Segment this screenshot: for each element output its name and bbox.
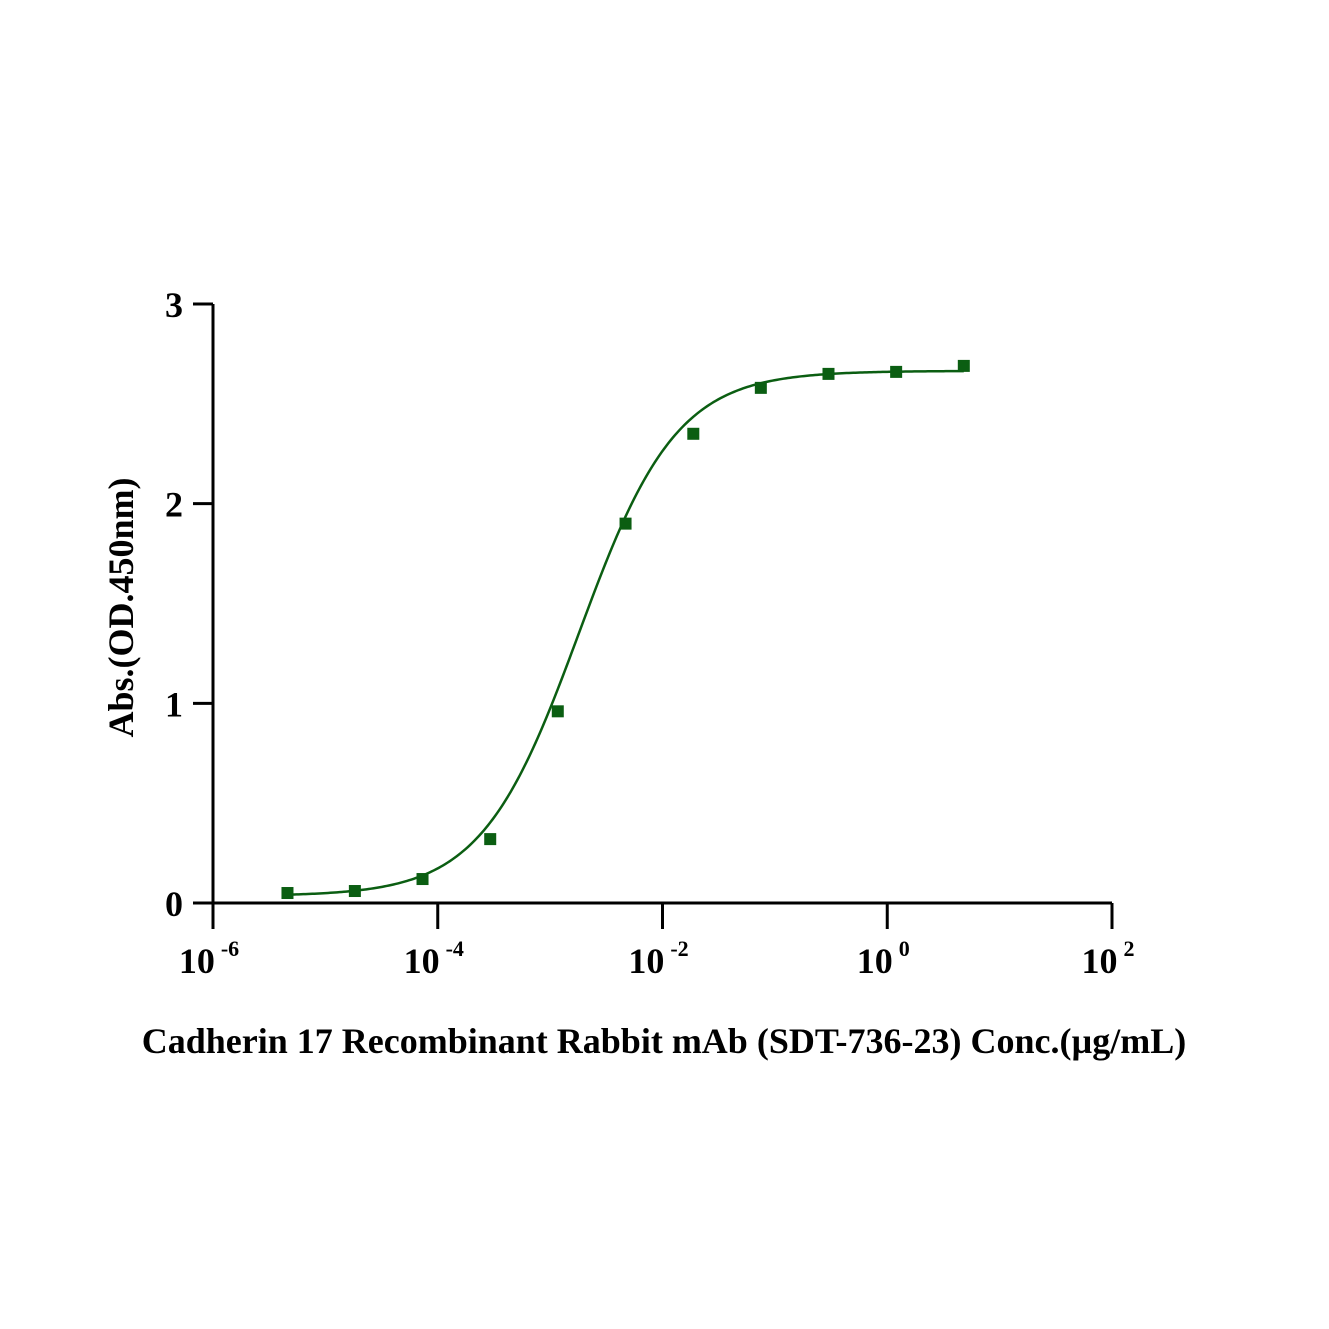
- data-point: [416, 873, 429, 886]
- x-tick-base: 10: [179, 941, 215, 981]
- y-tick-label: 3: [165, 285, 183, 325]
- data-point: [484, 833, 497, 846]
- x-tick-base: 10: [857, 941, 893, 981]
- x-tick-base: 10: [628, 941, 664, 981]
- data-point: [687, 427, 700, 440]
- data-point: [281, 887, 294, 900]
- x-tick-exponent: 0: [899, 936, 910, 961]
- y-tick-label: 2: [165, 485, 183, 525]
- y-tick-label: 0: [165, 884, 183, 924]
- data-point: [619, 517, 632, 530]
- x-tick-label: 10 2: [1082, 936, 1135, 981]
- x-tick-base: 10: [1082, 941, 1118, 981]
- x-tick-exponent: 2: [1124, 936, 1135, 961]
- x-tick-label: 10 0: [857, 936, 910, 981]
- x-tick-label: 10 -6: [179, 936, 239, 981]
- data-points: [281, 359, 970, 900]
- axes: [211, 304, 1112, 905]
- x-tick-base: 10: [404, 941, 440, 981]
- y-ticks: 0 1 2 3: [165, 285, 213, 924]
- data-point: [890, 365, 903, 378]
- x-tick-label: 10 -2: [628, 936, 688, 981]
- x-tick-exponent: -6: [221, 936, 239, 961]
- data-point: [754, 381, 767, 394]
- data-point: [957, 359, 970, 372]
- x-axis-title: Cadherin 17 Recombinant Rabbit mAb (SDT-…: [142, 1021, 1186, 1061]
- data-point: [822, 367, 835, 380]
- y-axis-title: Abs.(OD.450nm): [101, 477, 141, 737]
- data-point: [551, 705, 564, 718]
- x-tick-exponent: -4: [446, 936, 464, 961]
- data-point: [348, 885, 361, 898]
- x-tick-exponent: -2: [670, 936, 688, 961]
- fit-curve: [287, 369, 964, 896]
- x-ticks: 10 -6 10 -4 10 -2 10 0 10 2: [179, 903, 1135, 981]
- y-tick-label: 1: [165, 684, 183, 724]
- x-tick-label: 10 -4: [404, 936, 464, 981]
